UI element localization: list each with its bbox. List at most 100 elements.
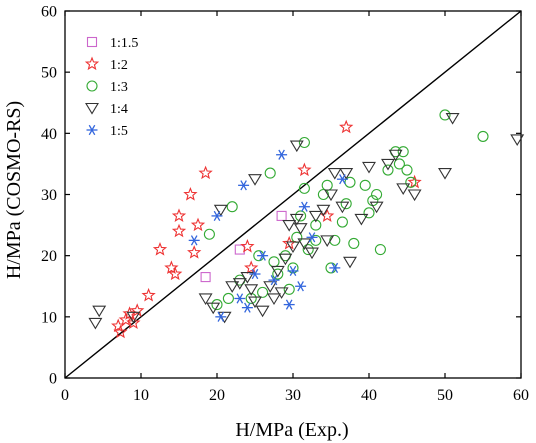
asterisk-stroke [301,201,308,212]
data-point-1-4 [274,287,289,299]
y-tick-label: 10 [41,309,57,326]
legend-marker-1-4 [85,102,99,115]
x-tick-label: 50 [437,387,453,404]
data-point-1-2 [183,186,198,201]
data-point-1-3 [283,283,295,295]
data-point-1-2 [198,165,213,180]
data-point-1-4 [232,278,247,290]
x-tick-label: 0 [61,387,69,404]
data-point-1-5 [249,268,261,280]
data-point-1-2 [187,245,202,259]
data-point-1-5 [295,281,307,292]
data-point-1-3 [264,167,276,179]
asterisk-stroke [278,149,285,160]
data-point-1-4 [297,238,312,251]
data-point-1-3 [226,201,238,213]
data-point-1-4 [308,210,323,223]
data-point-1-3 [382,164,394,176]
data-point-1-2 [130,303,145,317]
data-point-1-5 [268,275,280,286]
data-point-1-3 [298,182,310,194]
data-point-1-4 [289,213,304,226]
data-point-1-1-5 [234,244,245,255]
legend-label-1-5: 1:5 [110,124,128,139]
data-point-1-4 [213,204,228,217]
data-point-1-4 [270,265,285,278]
data-point-1-3 [329,234,341,246]
data-point-1-2 [244,260,259,274]
legend-label-1-3: 1:3 [110,80,128,95]
data-point-1-4 [206,302,221,315]
data-point-1-5 [215,311,227,322]
data-point-1-4 [343,256,357,269]
data-point-1-4 [293,223,308,235]
data-point-1-3 [348,237,360,249]
data-point-1-3 [359,179,371,191]
data-point-1-3 [371,188,383,201]
x-tick-label: 40 [361,387,377,404]
data-point-1-5 [287,265,299,277]
data-point-1-4 [407,189,422,202]
data-point-1-3 [302,244,314,256]
data-point-1-4 [240,272,255,284]
data-point-1-3 [222,292,234,305]
data-point-1-5 [238,180,250,191]
x-axis-label: H/MPa (Exp.) [235,419,348,441]
data-point-1-3 [340,198,352,210]
data-point-1-4 [255,305,270,318]
y-tick-label: 60 [41,4,57,21]
data-point-1-2 [113,324,128,339]
x-tick-label: 60 [513,387,529,404]
data-point-1-2 [164,260,179,274]
data-point-1-2 [171,223,187,238]
data-point-1-5 [211,210,223,221]
y-tick-label: 20 [41,248,57,265]
data-point-1-5 [234,293,246,304]
data-point-1-4 [396,183,411,195]
data-point-1-4 [316,204,331,217]
asterisk-stroke [285,299,293,310]
data-point-1-3 [405,176,417,188]
data-point-1-2 [339,119,354,134]
asterisk-stroke [259,250,266,261]
data-point-1-5 [329,262,341,273]
legend-marker-1-5 [86,124,98,136]
data-point-1-4 [286,241,300,254]
data-point-1-4 [198,293,213,306]
data-point-1-3 [203,228,215,240]
data-point-1-4 [282,220,297,232]
data-point-1-5 [257,250,269,261]
data-point-1-4 [327,168,342,180]
data-point-1-3 [374,244,386,256]
asterisk-stroke [190,235,198,246]
data-point-1-3 [257,286,269,298]
data-point-1-3 [272,268,284,280]
data-point-1-3 [310,219,322,231]
data-point-1-4 [289,140,304,153]
legend-label-1-1-5: 1:1.5 [110,36,138,51]
data-point-1-5 [306,232,318,243]
data-point-1-3 [211,299,223,311]
data-point-1-5 [336,174,348,185]
data-point-1-3 [268,256,280,268]
legend-marker-1-3 [86,80,98,92]
data-point-1-3 [317,188,329,201]
data-point-1-4 [88,317,103,330]
x-tick-label: 30 [285,387,301,404]
data-point-1-4 [354,213,369,226]
x-tick-label: 20 [209,387,225,404]
data-point-1-4 [92,305,107,318]
data-point-1-5 [298,201,310,212]
data-point-1-5 [188,235,200,246]
asterisk-stroke [251,268,259,280]
data-point-1-3 [344,176,356,188]
data-point-1-4 [438,168,452,180]
legend-label-1-4: 1:4 [110,102,128,117]
data-point-1-4 [320,235,335,247]
asterisk-stroke [270,275,278,286]
data-point-1-2 [190,217,206,232]
asterisk-stroke [236,293,244,304]
asterisk-stroke [213,210,221,221]
data-point-1-3 [336,216,348,228]
